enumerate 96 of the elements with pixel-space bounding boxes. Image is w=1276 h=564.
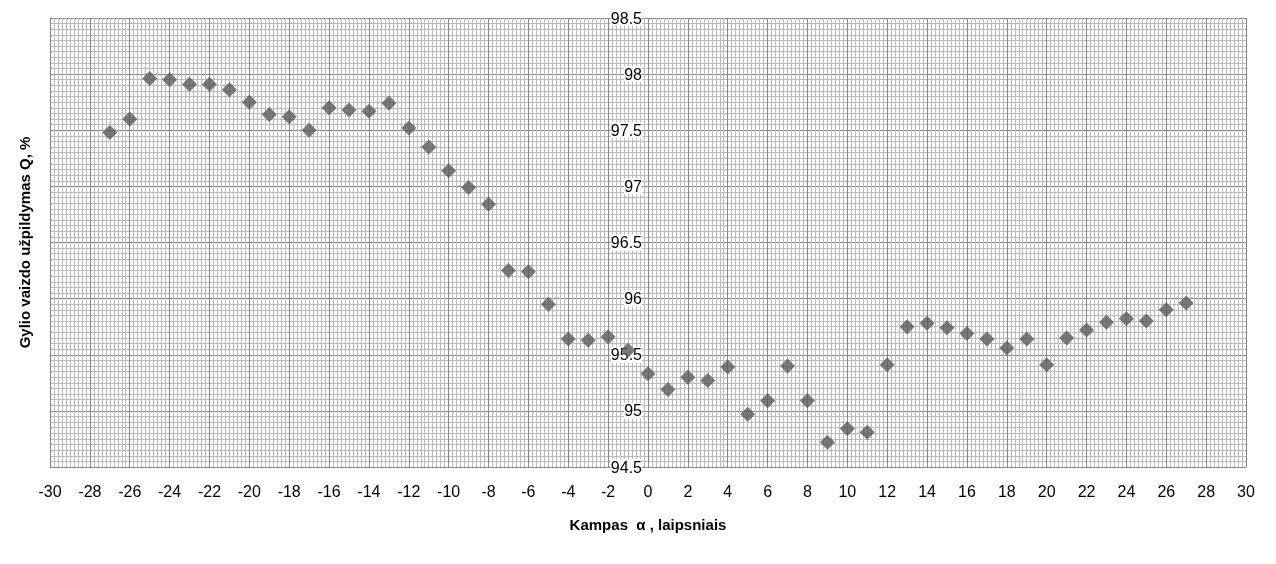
point [142,71,158,87]
x-tick-label: -28 [78,482,102,500]
point [1098,314,1114,330]
point [122,111,138,127]
point [1059,330,1075,346]
x-tick-label: -16 [317,482,341,500]
point [839,421,855,437]
point [201,76,217,92]
x-tick-label: 14 [918,482,937,500]
x-tick-label: -14 [357,482,381,500]
y-axis-title: Gylio vaizdo užpildymas Q, % [16,136,33,349]
x-tick-label: 8 [803,482,813,500]
point [401,120,417,136]
point [540,296,556,312]
point [241,94,257,110]
y-tick-label: 94.5 [610,458,643,476]
point [859,424,875,440]
point [760,393,776,409]
point [381,95,397,111]
point [1138,313,1154,329]
x-tick-label: 20 [1037,482,1056,500]
x-tick-label: -2 [601,482,616,500]
y-tick-label: 98 [624,65,643,83]
point [819,434,835,450]
x-tick-label: 0 [643,482,653,500]
point [421,139,437,155]
point [560,331,576,347]
point [461,180,477,195]
point [281,109,297,125]
x-tick-label: 12 [878,482,897,500]
x-tick-label: 28 [1197,482,1216,500]
y-tick-label: 97.5 [610,121,643,139]
point [680,369,696,385]
point [799,393,815,409]
point [261,107,277,123]
point [640,366,656,382]
point [321,100,337,116]
point [700,373,716,389]
x-tick-label: 22 [1077,482,1096,500]
point [780,358,796,374]
point [720,359,736,375]
x-tick-label: -12 [397,482,421,500]
y-tick-label: 97 [624,177,643,195]
y-tick-label: 96 [624,290,643,308]
x-tick-label: 4 [723,482,733,500]
point [221,82,237,98]
point [919,315,935,331]
point [481,196,497,212]
x-tick-label: -30 [38,482,62,500]
point [361,103,377,119]
point [441,163,457,179]
point [999,340,1015,356]
point [959,325,975,341]
x-tick-label: 24 [1117,482,1136,500]
x-tick-label: 30 [1237,482,1255,500]
point [500,263,516,279]
x-tick-label: -24 [158,482,182,500]
point [520,264,536,280]
point [341,102,357,118]
point [939,320,955,336]
point [102,125,118,140]
x-axis-title: Kampas α , laipsniais [569,516,727,533]
x-tick-label: 2 [683,482,693,500]
point [1178,295,1194,311]
point [1019,331,1035,347]
x-tick-label: -6 [521,482,536,500]
x-tick-label: 26 [1157,482,1176,500]
y-tick-label: 96.5 [610,234,643,251]
x-tick-label: -18 [277,482,301,500]
point [182,76,198,92]
y-tick-label: 98.5 [610,9,643,27]
point [740,406,756,422]
x-tick-label: -26 [118,482,142,500]
point [660,382,676,398]
point [301,122,317,138]
point [979,331,995,347]
x-tick-label: 6 [763,482,773,500]
point [899,319,915,335]
x-tick-label: -4 [561,482,576,500]
point [1158,302,1174,318]
x-tick-label: -8 [481,482,496,500]
point [879,357,895,373]
x-tick-label: -20 [237,482,261,500]
x-tick-label: -22 [197,482,222,500]
point [1039,357,1055,373]
point [1079,322,1095,338]
point [580,332,596,348]
point [1118,311,1134,327]
point [600,329,616,345]
y-tick-label: 95.5 [610,346,643,364]
x-tick-label: 10 [838,482,857,500]
y-tick-label: 95 [624,402,643,420]
point [162,72,178,88]
x-tick-label: -10 [437,482,461,500]
x-tick-label: 18 [997,482,1016,500]
x-tick-label: 16 [958,482,976,500]
